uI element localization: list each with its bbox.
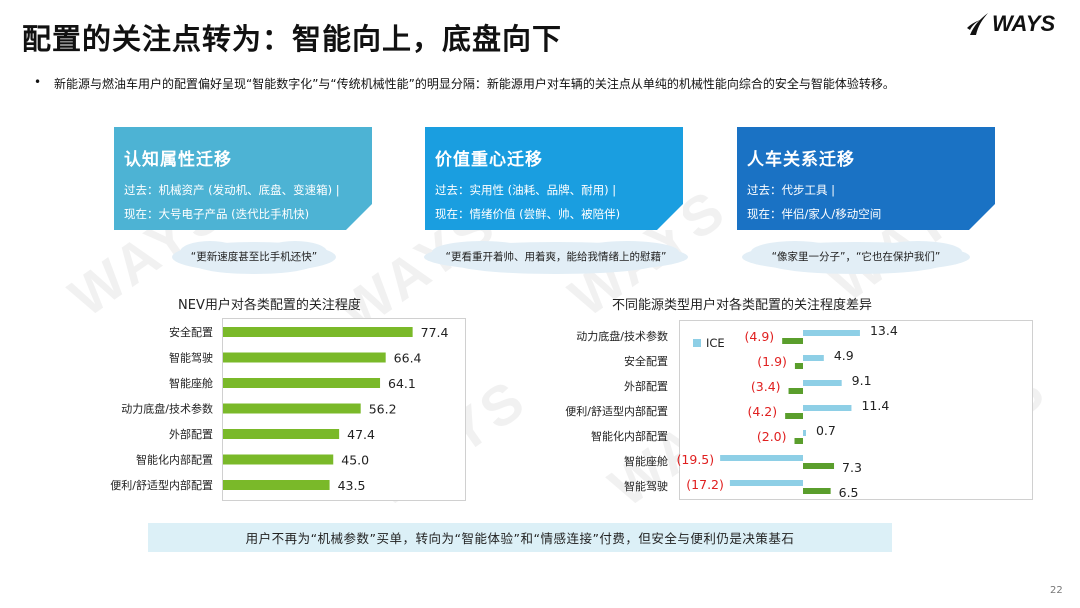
logo-mark-icon — [967, 13, 988, 35]
value-label-nev: 6.5 — [839, 485, 859, 500]
value-label-ice: (17.2) — [686, 477, 724, 492]
quote-cloud-2: “更看重开着帅、用着爽，能给我情绪上的慰藉” — [422, 238, 690, 275]
bar-nev — [782, 338, 803, 344]
quote-text: “更看重开着帅、用着爽，能给我情绪上的慰藉” — [445, 251, 667, 263]
quote-text: “更新速度甚至比手机还快” — [190, 251, 318, 263]
summary-text: 新能源与燃油车用户的配置偏好呈现“智能数字化”与“传统机械性能”的明显分隔：新能… — [54, 77, 895, 91]
card-cognition: 认知属性迁移 过去：机械资产 (发动机、底盘、变速箱) | 现在：大号电子产品 … — [114, 127, 372, 230]
bar-ice — [803, 380, 842, 386]
legend-swatch-ice — [693, 339, 701, 347]
bar-nev — [785, 413, 803, 419]
bar-ice — [720, 455, 803, 461]
category-label: 智能驾驶 — [624, 479, 668, 493]
value-label: 56.2 — [369, 402, 397, 417]
card-now: 现在：伴侣/家人/移动空间 — [747, 207, 882, 221]
bar — [223, 429, 340, 439]
value-label-ice: 11.4 — [861, 398, 889, 413]
card-value: 价值重心迁移 过去：实用性 (油耗、品牌、耐用) | 现在：情绪价值 (尝鲜、帅… — [425, 127, 683, 230]
cloud-icon — [424, 241, 688, 274]
bar-ice — [803, 355, 824, 361]
bar — [223, 403, 361, 414]
category-label: 智能驾驶 — [169, 351, 213, 365]
value-label: 64.1 — [388, 376, 416, 391]
card-corner-cut — [969, 204, 995, 230]
category-label: 智能座舱 — [624, 454, 668, 468]
card-title: 价值重心迁移 — [435, 150, 543, 170]
bar-nev — [794, 363, 803, 369]
value-label-nev: (2.0) — [757, 429, 787, 444]
bar-nev — [803, 463, 835, 469]
category-label: 外部配置 — [624, 379, 668, 393]
summary-bullet: • 新能源与燃油车用户的配置偏好呈现“智能数字化”与“传统机械性能”的明显分隔：… — [34, 75, 1064, 92]
page-number: 22 — [1050, 585, 1063, 596]
category-label: 动力底盘/技术参数 — [121, 402, 213, 416]
card-past: 过去：实用性 (油耗、品牌、耐用) | — [435, 183, 617, 197]
bar-nev — [803, 488, 831, 494]
card-corner-cut — [657, 204, 683, 230]
chart-2-title: 不同能源类型用户对各类配置的关注程度差异 — [612, 298, 873, 313]
category-label: 外部配置 — [169, 427, 213, 441]
card-past: 过去：代步工具 | — [747, 183, 836, 197]
bar-ice — [803, 405, 852, 411]
value-label-nev: (4.2) — [748, 404, 778, 419]
chart-1: 安全配置 77.4 智能驾驶 66.4 智能座舱 64.1 动力底盘/技术参数 56.2 外部配… — [110, 325, 449, 493]
value-label-nev: (4.9) — [745, 329, 775, 344]
bar — [223, 480, 330, 490]
value-label: 66.4 — [394, 351, 422, 366]
category-label: 智能座舱 — [169, 376, 213, 390]
chart-2-frame — [679, 320, 1033, 500]
card-corner-cut — [346, 204, 372, 230]
bar — [223, 352, 386, 363]
value-label-nev: (1.9) — [757, 354, 787, 369]
chart-1-title: NEV用户对各类配置的关注程度 — [178, 298, 361, 313]
legend-label-ice: ICE — [706, 336, 725, 350]
cloud-icon — [742, 241, 970, 274]
bar — [223, 454, 334, 465]
category-label: 安全配置 — [624, 354, 668, 368]
card-title: 认知属性迁移 — [124, 150, 232, 170]
card-title: 人车关系迁移 — [747, 150, 855, 170]
value-label: 45.0 — [341, 453, 369, 468]
brand-logo: WAYS — [966, 8, 1055, 40]
logo-text: WAYS — [992, 11, 1056, 36]
value-label-ice: 4.9 — [834, 348, 854, 363]
value-label-ice: (19.5) — [677, 452, 715, 467]
chart-2: ICE 动力底盘/技术参数 13.4 (4.9) 安全配置 4.9 (1.9) 外部配置 9.1… — [565, 323, 898, 500]
card-now: 现在：大号电子产品 (迭代比手机快) — [124, 207, 310, 221]
quote-cloud-1: “更新速度甚至比手机还快” — [170, 238, 338, 275]
category-label: 智能化内部配置 — [136, 453, 213, 467]
value-label-ice: 9.1 — [852, 373, 872, 388]
category-label: 便利/舒适型内部配置 — [110, 478, 213, 492]
value-label: 77.4 — [421, 325, 449, 340]
quote-cloud-3: “像家里一分子”，“它也在保护我们” — [740, 238, 972, 275]
category-label: 安全配置 — [169, 325, 213, 339]
bar-ice — [803, 430, 806, 436]
card-now: 现在：情绪价值 (尝鲜、帅、被陪伴) — [435, 207, 621, 221]
page-title: 配置的关注点转为：智能向上，底盘向下 — [22, 22, 563, 56]
value-label-nev: 7.3 — [842, 460, 862, 475]
bar — [223, 378, 381, 388]
value-label: 47.4 — [347, 427, 375, 442]
bar-nev — [794, 438, 803, 444]
bar-ice — [729, 480, 803, 486]
conclusion-banner: 用户不再为“机械参数”买单，转向为“智能体验”和“情感连接”付费，但安全与便利仍… — [148, 523, 892, 552]
bar — [223, 327, 413, 337]
card-relationship: 人车关系迁移 过去：代步工具 | 现在：伴侣/家人/移动空间 — [737, 127, 995, 230]
value-label-ice: 13.4 — [870, 323, 898, 338]
quote-text: “像家里一分子”，“它也在保护我们” — [771, 251, 941, 263]
category-label: 便利/舒适型内部配置 — [565, 404, 668, 418]
bar-nev — [788, 388, 803, 394]
bar-ice — [803, 330, 860, 336]
category-label: 动力底盘/技术参数 — [576, 329, 668, 343]
cloud-icon — [172, 241, 336, 274]
category-label: 智能化内部配置 — [591, 429, 668, 443]
card-past: 过去：机械资产 (发动机、底盘、变速箱) | — [124, 183, 340, 197]
value-label-nev: (3.4) — [751, 379, 781, 394]
value-label: 43.5 — [338, 478, 366, 493]
bullet-dot-icon: • — [34, 75, 42, 89]
value-label-ice: 0.7 — [816, 423, 836, 438]
